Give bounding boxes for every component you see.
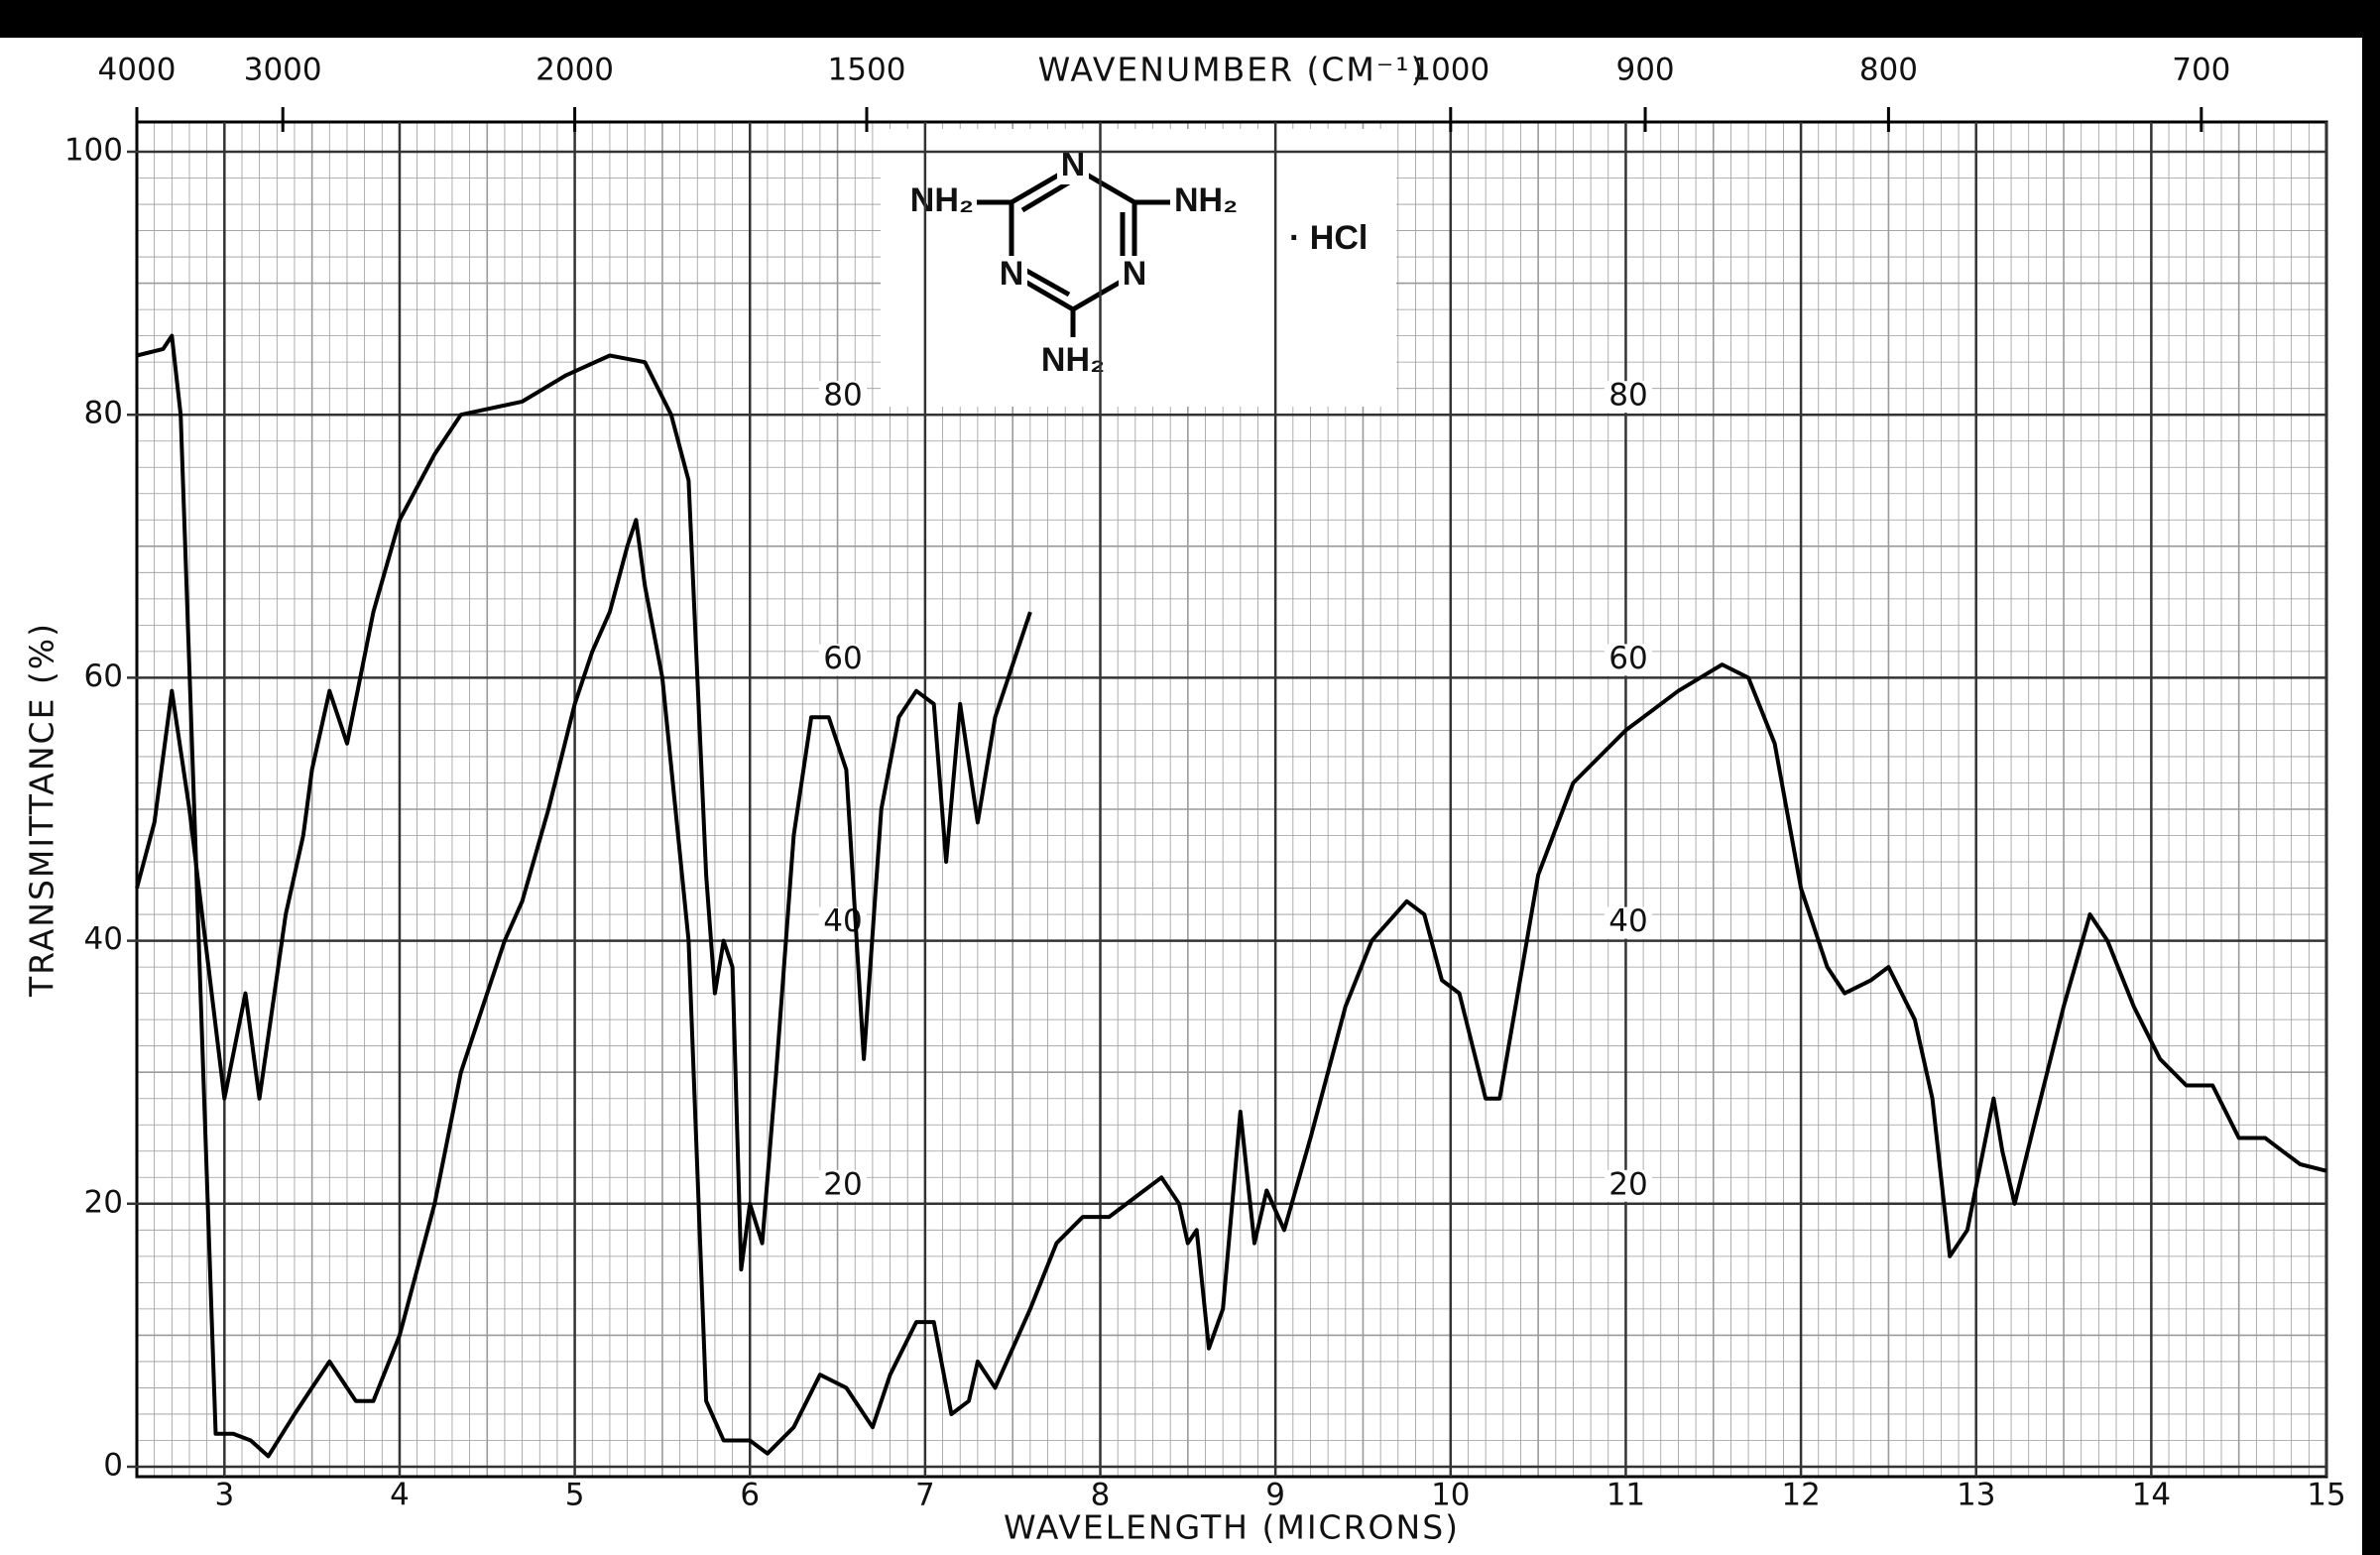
x2-tick-label: 900: [1615, 53, 1674, 88]
inner-label: 60: [1608, 641, 1647, 676]
inner-label-bg: [1605, 1169, 1652, 1202]
x-tick-label: 14: [2132, 1478, 2171, 1513]
x-tick-label: 7: [915, 1478, 935, 1513]
y-tick-label: 60: [84, 658, 123, 694]
y-tick-label: 0: [103, 1448, 123, 1484]
spectrum-line: [136, 333, 2327, 1459]
inner-label-bg: [819, 644, 867, 676]
x2-tick-label: 800: [1859, 53, 1918, 88]
atom-bg: [996, 256, 1027, 292]
x2-tick-label: 700: [2172, 53, 2230, 88]
x-tick-label: 6: [740, 1478, 760, 1513]
y-tick-label: 100: [64, 133, 123, 169]
x-tick-label: 3: [214, 1478, 234, 1513]
x-tick-label: 10: [1431, 1478, 1470, 1513]
x2-tick-label: 4000: [98, 53, 177, 88]
x2-tick-label: 1500: [828, 53, 906, 88]
y-tick-label: 40: [84, 921, 123, 957]
x2-tick-label: 3000: [244, 53, 322, 88]
atom-bg: [1119, 256, 1150, 292]
y-tick-label: 80: [84, 396, 123, 431]
y-axis-title: TRANSMITTANCE (%): [23, 622, 61, 998]
inner-label-bg: [819, 1169, 867, 1202]
ring-atom: N: [1123, 255, 1147, 293]
substituent: NH₂: [1041, 341, 1105, 379]
ring-atom: N: [1000, 255, 1024, 293]
inner-label: 40: [1608, 903, 1647, 939]
x-tick-label: 4: [390, 1478, 410, 1513]
substituent: NH₂: [910, 181, 974, 219]
x-axis-title: WAVELENGTH (MICRONS): [1004, 1508, 1460, 1547]
inner-label-bg: [1605, 381, 1652, 414]
x-tick-label: 9: [1265, 1478, 1285, 1513]
x2-tick-label: 2000: [536, 53, 614, 88]
inner-label: 20: [1608, 1166, 1647, 1202]
inner-label-bg: [1605, 644, 1652, 676]
inner-label-bg: [819, 381, 867, 414]
x-tick-label: 11: [1606, 1478, 1645, 1513]
inner-label: 20: [823, 1166, 862, 1202]
substituent: NH₂: [1174, 181, 1238, 219]
x-tick-label: 12: [1781, 1478, 1820, 1513]
x2-axis-title: WAVENUMBER (CM⁻¹): [1038, 51, 1426, 89]
x-tick-label: 8: [1091, 1478, 1111, 1513]
inner-label-bg: [819, 906, 867, 939]
scan-edge: [2362, 0, 2380, 1555]
salt: · HCl: [1289, 219, 1368, 257]
inner-label-bg: [1605, 906, 1652, 939]
x2-tick-label: 1000: [1411, 53, 1489, 88]
x-tick-label: 15: [2307, 1478, 2345, 1513]
inner-label: 80: [1608, 378, 1647, 414]
x-tick-label: 5: [565, 1478, 585, 1513]
scan-edge: [0, 0, 2380, 38]
inner-label: 60: [823, 641, 862, 676]
spectrum-line: [135, 353, 1032, 1272]
inner-label: 80: [823, 378, 862, 414]
y-tick-label: 20: [84, 1184, 123, 1220]
x-tick-label: 13: [1957, 1478, 1995, 1513]
atom-bg: [1057, 149, 1089, 184]
